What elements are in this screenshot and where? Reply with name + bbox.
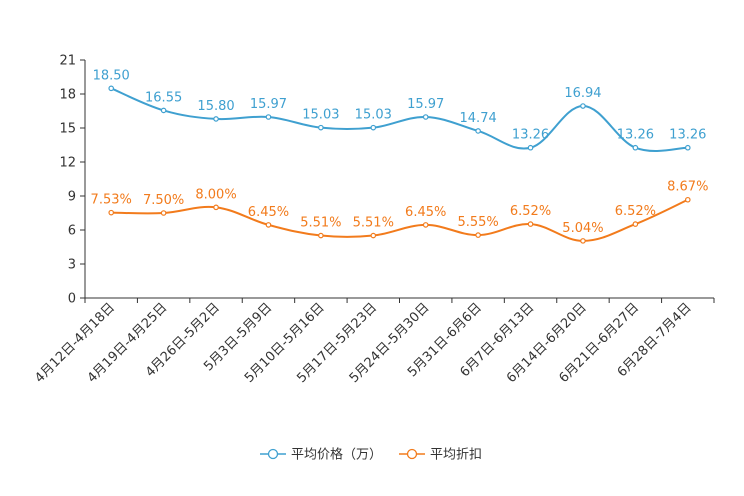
series-avg-discount: 7.53% 7.50% 8.00% 6.45% 5.51% 5.51% 6.45% 5.55%… <box>91 180 708 244</box>
data-point <box>265 114 272 120</box>
data-label: 16.55 <box>145 90 182 105</box>
data-point <box>422 114 429 120</box>
data-point <box>632 144 639 151</box>
data-label: 5.55% <box>457 215 498 230</box>
legend-label: 平均价格（万） <box>291 447 382 463</box>
y-tick-label: 12 <box>59 156 76 171</box>
data-point <box>580 238 586 244</box>
data-point <box>684 144 691 151</box>
y-tick-label: 3 <box>68 258 76 273</box>
data-label: 6.52% <box>615 204 656 219</box>
data-label: 14.74 <box>460 111 497 126</box>
legend-swatch-marker <box>406 448 418 460</box>
data-label: 6.45% <box>248 205 289 220</box>
data-point <box>108 85 115 92</box>
series-avg-price: 18.50 16.55 15.80 15.97 15.03 15.03 15.97 14.74… <box>93 68 706 153</box>
data-label: 18.50 <box>93 68 130 83</box>
data-point <box>580 103 586 109</box>
legend-swatch-marker <box>267 448 279 460</box>
data-point <box>318 232 324 239</box>
data-label: 15.97 <box>250 97 287 112</box>
legend-item-avg-price: 平均价格（万） <box>260 447 382 463</box>
legend-label: 平均折扣 <box>430 448 482 463</box>
data-point <box>475 232 481 238</box>
y-tick-label: 0 <box>68 292 76 307</box>
data-label: 16.94 <box>564 86 601 101</box>
data-label: 13.26 <box>617 128 654 143</box>
y-tick-label: 9 <box>68 190 76 205</box>
data-label: 13.26 <box>669 128 706 143</box>
data-point <box>370 124 377 131</box>
data-label: 5.51% <box>353 216 394 231</box>
data-label: 7.53% <box>91 193 132 208</box>
legend-item-avg-discount: 平均折扣 <box>399 448 482 463</box>
data-label: 6.52% <box>510 204 551 219</box>
data-point <box>527 144 534 151</box>
y-tick-label: 21 <box>59 54 76 69</box>
data-label: 8.67% <box>667 180 708 195</box>
y-tick-label: 18 <box>59 88 76 103</box>
data-point <box>684 196 691 203</box>
data-label: 8.00% <box>195 187 236 202</box>
data-point <box>160 107 167 114</box>
data-point <box>370 232 377 239</box>
data-point <box>213 204 219 211</box>
series-line <box>111 198 689 242</box>
data-label: 15.97 <box>407 97 444 112</box>
data-point <box>527 221 534 227</box>
data-label: 15.80 <box>197 99 234 114</box>
data-label: 6.45% <box>405 205 446 220</box>
data-label: 15.03 <box>355 108 392 123</box>
data-label: 5.51% <box>300 216 341 231</box>
y-tick-label: 15 <box>59 122 76 137</box>
data-point <box>213 116 219 122</box>
data-point <box>160 210 167 216</box>
data-label: 7.50% <box>143 193 184 208</box>
data-point <box>318 124 324 131</box>
data-point <box>422 222 429 228</box>
data-label: 15.03 <box>302 108 339 123</box>
data-point <box>475 128 481 134</box>
chart-legend: 平均价格（万） 平均折扣 <box>260 447 482 463</box>
data-point <box>265 222 272 228</box>
data-point <box>632 221 639 227</box>
data-point <box>108 209 115 216</box>
y-tick-label: 6 <box>68 224 76 239</box>
data-label: 5.04% <box>562 221 603 236</box>
data-label: 13.26 <box>512 128 549 143</box>
chart-series: 18.50 16.55 15.80 15.97 15.03 15.03 15.97 14.74… <box>91 68 708 244</box>
